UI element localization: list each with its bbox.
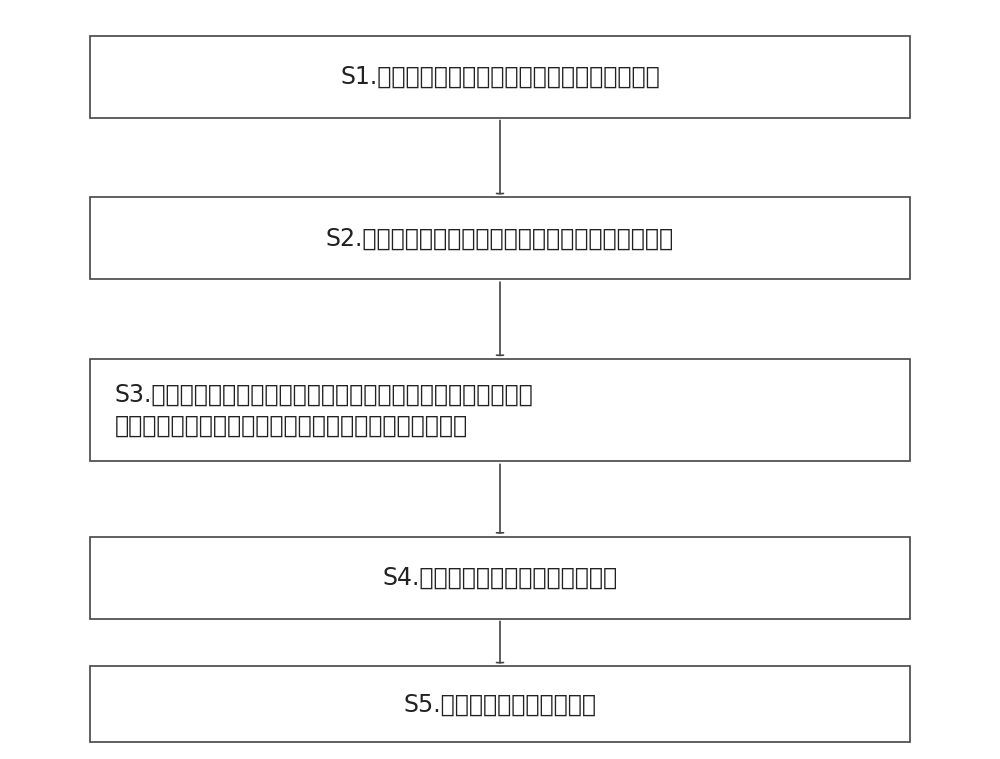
FancyBboxPatch shape — [90, 537, 910, 619]
Text: S1.生成配电网的接线图，得出配电网的接线方式: S1.生成配电网的接线图，得出配电网的接线方式 — [340, 65, 660, 89]
FancyBboxPatch shape — [90, 197, 910, 279]
Text: S4.通过显示器对计算结果进行显示: S4.通过显示器对计算结果进行显示 — [382, 565, 618, 590]
Text: S3.通过的得到的配电网的接线方式及配电网的参数和运行条件，
通过匹配不同的潮流计算方法对配电网进行快速潮流计算: S3.通过的得到的配电网的接线方式及配电网的参数和运行条件， 通过匹配不同的潮流… — [115, 383, 534, 438]
FancyBboxPatch shape — [90, 36, 910, 118]
FancyBboxPatch shape — [90, 359, 910, 461]
Text: S2.获取配电网的参数及运行条件，用于进行潮流计算: S2.获取配电网的参数及运行条件，用于进行潮流计算 — [326, 226, 674, 250]
FancyBboxPatch shape — [90, 666, 910, 742]
Text: S5.对配电网进行可靠性评估: S5.对配电网进行可靠性评估 — [404, 692, 596, 716]
